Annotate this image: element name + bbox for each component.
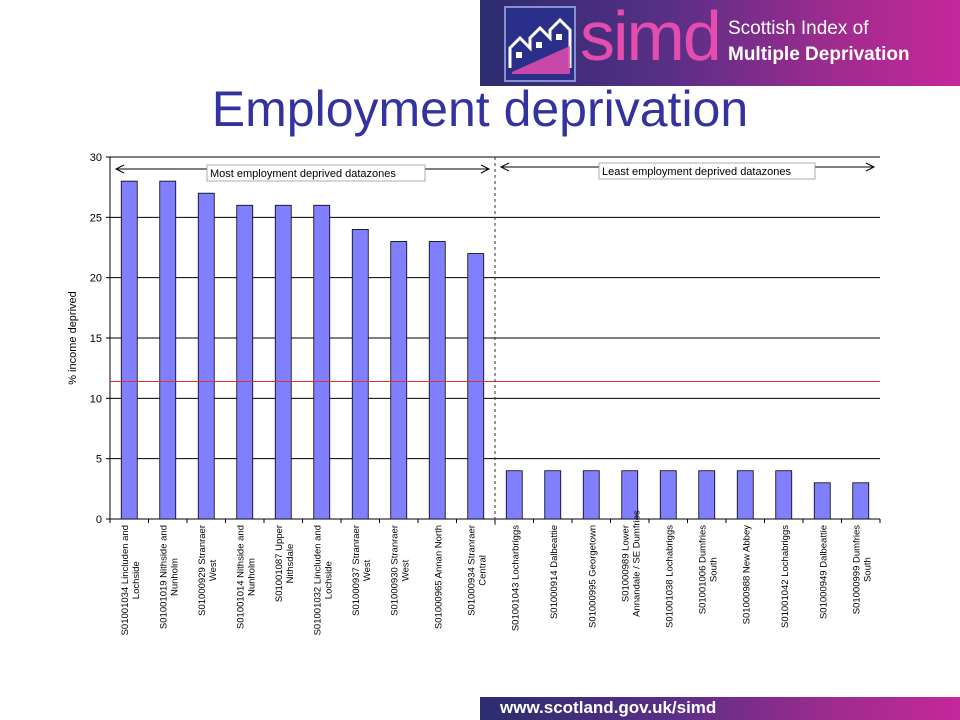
y-tick-label: 30 (90, 152, 102, 164)
x-tick-label: S01000999 Dumfries South (851, 525, 873, 614)
x-tick-label: S01001006 Dumfries South (697, 525, 719, 614)
bar (313, 204, 331, 520)
x-tick-label: S01000995 Georgetown (587, 525, 598, 628)
houses-graphic (508, 17, 572, 74)
x-tick-label: S01001038 Lochabriggs (664, 525, 675, 628)
bar (852, 482, 870, 520)
annotation-box (598, 162, 816, 180)
simd-logo-icon (504, 6, 576, 82)
arrowhead-left (499, 162, 510, 172)
x-tick-label-line: West (208, 559, 219, 581)
x-tick-label: S01001043 Locharbriggs (510, 525, 521, 631)
x-tick-label-line: S01000965 Annan North (433, 525, 444, 629)
x-tick-label: S01001034 Lincluden and Lochside (120, 525, 142, 635)
y-tick-label: 20 (90, 273, 102, 285)
bar (120, 180, 138, 520)
bar (390, 241, 408, 520)
x-tick-label-line: Central (477, 555, 488, 586)
y-tick-label: 5 (96, 454, 102, 466)
x-tick-label: S01001019 Nithside and Nunholm (158, 525, 180, 629)
x-tick-label: S01000989 Lower Annandale / SE Dumfries (620, 510, 642, 617)
x-tick-label: S01000988 New Abbey (741, 525, 752, 625)
bar (582, 470, 600, 520)
arrowhead-right (865, 162, 876, 172)
bar (505, 470, 523, 520)
bar (775, 470, 793, 520)
x-tick-label-line: Annandale / SE Dumfries (631, 510, 642, 617)
x-tick-label: S01000965 Annan North (433, 525, 444, 629)
x-tick-label: S01000949 Dalbeattie (818, 525, 829, 619)
bar (736, 470, 754, 520)
x-tick-label-line: S01000989 Lower (620, 525, 631, 602)
bar (159, 180, 177, 520)
x-tick-label-line: Lochside (131, 561, 142, 599)
x-tick-label-line: S01001032 Lincluden and (312, 525, 323, 635)
x-tick-label-line: S01000930 Stranraer (389, 525, 400, 616)
bar (197, 192, 215, 520)
annotation-label: Most employment deprived datazones (210, 168, 396, 180)
logo-wordmark: simd (580, 0, 722, 75)
x-tick-label: S01001042 Lochabriggs (780, 525, 791, 628)
bar (813, 482, 831, 520)
footer-banner: www.scotland.gov.uk/simd (480, 697, 960, 720)
x-tick-label-line: Lochside (323, 561, 334, 599)
x-tick-label-line: S01000995 Georgetown (587, 525, 598, 628)
footer-url-link[interactable]: www.scotland.gov.uk/simd (500, 698, 717, 717)
x-tick-label: S01000914 Dalbeattie (549, 525, 560, 619)
bar (698, 470, 716, 520)
bar (236, 204, 254, 520)
x-tick-label-line: S01000999 Dumfries (851, 525, 862, 614)
bar (428, 241, 446, 520)
x-tick-label: S01000934 Stranraer Central (466, 525, 488, 616)
y-axis-label: % income deprived (67, 291, 79, 385)
x-tick-label-line: S01001043 Locharbriggs (510, 525, 521, 631)
x-tick-label: S01000930 Stranraer West (389, 525, 411, 616)
x-tick-label-line: S01000949 Dalbeattie (818, 525, 829, 619)
x-tick-label-line: S01000934 Stranraer (466, 525, 477, 616)
bar (274, 204, 292, 520)
x-tick-label-line: S01000937 Stranraer (351, 525, 362, 616)
y-tick-label: 0 (96, 514, 102, 526)
x-tick-label-line: S01001034 Lincluden and (120, 525, 131, 635)
x-tick-label-line: S01001042 Lochabriggs (780, 525, 791, 628)
x-tick-label: S01000937 Stranraer West (351, 525, 373, 616)
x-tick-label-line: S01001087 Upper (274, 525, 285, 602)
x-tick-label-line: S01000914 Dalbeattie (549, 525, 560, 619)
x-tick-label-line: Nunholm (169, 558, 180, 596)
x-tick-label-line: South (708, 557, 719, 582)
x-tick-label-line: S01001006 Dumfries (697, 525, 708, 614)
bar (621, 470, 639, 520)
bar-chart: 0 5 10 15 20 25 30 % income deprived Most employ… (67, 152, 881, 635)
y-tick-label: 25 (90, 212, 102, 224)
x-tick-label-line: Nunholm (246, 558, 257, 596)
x-tick-label: S01000929 Stranraer West (197, 525, 219, 616)
bar (544, 470, 562, 520)
y-tick-label: 10 (90, 393, 102, 405)
bar (351, 229, 369, 520)
header-banner: simd Scottish Index of Multiple Deprivat… (480, 0, 960, 86)
x-tick-label: S01001087 Upper Nithsdale (274, 525, 296, 602)
logo-subtitle-line1: Scottish Index of (728, 18, 869, 39)
y-tick-label: 15 (90, 333, 102, 345)
arrowhead-left (114, 164, 125, 174)
x-tick-label-line: South (862, 557, 873, 582)
x-tick-label-line: S01000988 New Abbey (741, 525, 752, 625)
x-tick-label-line: S01000929 Stranraer (197, 525, 208, 616)
x-tick-label-line: S01001038 Lochabriggs (664, 525, 675, 628)
annotation-label: Least employment deprived datazones (602, 166, 791, 178)
x-tick-label-line: S01001014 Nithside and (235, 525, 246, 629)
x-tick-label-line: West (362, 559, 373, 581)
x-tick-label: S01001014 Nithside and Nunholm (235, 525, 257, 629)
x-tick-label-line: S01001019 Nithside and (158, 525, 169, 629)
bar (659, 470, 677, 520)
logo-subtitle-line2: Multiple Deprivation (728, 44, 910, 65)
x-tick-label-line: West (400, 559, 411, 581)
arrowhead-right (480, 164, 491, 174)
bar (467, 253, 485, 520)
x-tick-label: S01001032 Lincluden and Lochside (312, 525, 334, 635)
page-title: Employment deprivation (211, 81, 749, 137)
x-tick-label-line: Nithsdale (285, 544, 296, 584)
annotation-box (206, 164, 426, 182)
